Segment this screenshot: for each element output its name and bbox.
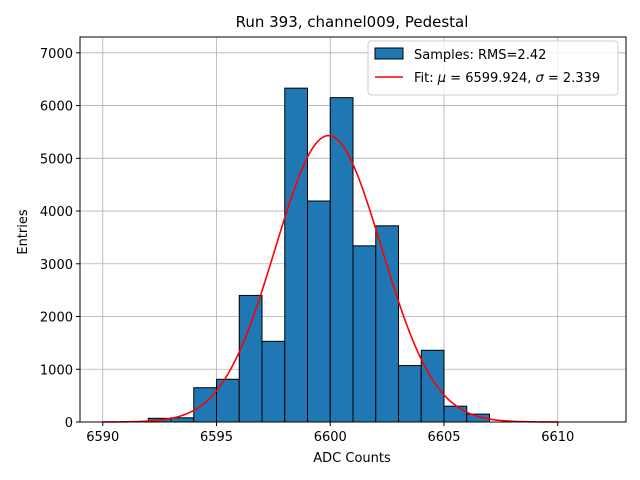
fit-curve	[102, 134, 558, 423]
histogram-bar	[284, 87, 308, 423]
y-tick-label: 1000	[40, 363, 73, 378]
histogram-bar	[420, 349, 445, 423]
x-tick-label: 6605	[427, 430, 460, 445]
legend-box	[367, 40, 619, 96]
histogram-bar	[352, 245, 377, 423]
y-tick-label: 3000	[40, 258, 73, 273]
y-tick-label: 0	[65, 416, 73, 431]
y-tick-label: 5000	[40, 152, 73, 167]
legend: Samples: RMS=2.42 Fit: μ = 6599.924, σ =…	[367, 40, 619, 96]
legend-swatch-histogram	[374, 47, 404, 60]
x-axis-ticks: 6590 6595 6600 6605 6610	[86, 422, 574, 445]
histogram-bars	[147, 87, 490, 423]
histogram-bar	[238, 294, 263, 423]
histogram-bar	[398, 365, 422, 423]
y-tick-label: 7000	[40, 47, 73, 62]
y-axis-label: Entries	[16, 209, 31, 255]
histogram-bar	[443, 405, 468, 423]
y-tick-label: 6000	[40, 100, 73, 115]
x-axis-label: ADC Counts	[313, 451, 391, 466]
legend-label-fit: Fit: μ = 6599.924, σ = 2.339	[414, 71, 600, 86]
x-tick-label: 6595	[200, 430, 233, 445]
histogram-bar	[329, 97, 354, 423]
y-tick-label: 4000	[40, 205, 73, 220]
chart-title: Run 393, channel009, Pedestal	[236, 13, 469, 31]
histogram-bar	[307, 200, 331, 423]
y-axis-ticks: 0 1000 2000 3000 4000 5000 6000 7000	[40, 47, 80, 431]
y-tick-label: 2000	[40, 311, 73, 326]
plot-area	[79, 36, 627, 423]
legend-label-histogram: Samples: RMS=2.42	[414, 48, 546, 63]
x-tick-label: 6590	[86, 430, 119, 445]
x-tick-label: 6610	[541, 430, 574, 445]
histogram-bar	[261, 340, 286, 423]
histogram-bar	[193, 387, 217, 423]
histogram-bar	[375, 225, 399, 423]
x-tick-label: 6600	[314, 430, 347, 445]
